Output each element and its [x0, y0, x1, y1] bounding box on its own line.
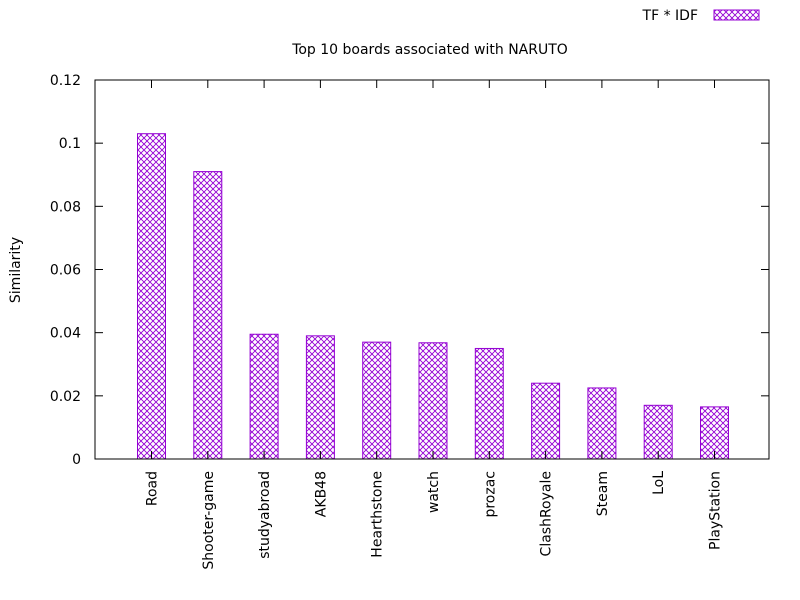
bar-hearthstone — [362, 341, 392, 460]
x-axis: Road Shooter-game studyabroad AKB48 Hearthst… — [145, 80, 724, 570]
bar-playstation — [700, 406, 729, 460]
bar-akb48 — [305, 335, 335, 460]
x-tick-label: AKB48 — [313, 471, 329, 517]
bar-prozac — [474, 347, 504, 460]
plot-frame — [94, 79, 770, 460]
y-tick-label: 0.04 — [50, 326, 81, 342]
bar-shooter-game — [193, 171, 223, 460]
bar-steam — [587, 387, 617, 460]
bar-road — [137, 133, 166, 460]
x-tick-label: watch — [426, 471, 442, 513]
bar-watch — [418, 342, 448, 460]
y-tick-label: 0.12 — [50, 73, 81, 89]
legend-swatch — [713, 9, 760, 21]
x-tick-label: Road — [145, 471, 161, 506]
y-tick-label: 0 — [72, 452, 81, 468]
x-tick-label: prozac — [482, 471, 498, 518]
x-tick-label: studyabroad — [257, 471, 273, 559]
y-tick-label: 0.1 — [59, 136, 81, 152]
y-axis-label: Similarity — [8, 237, 24, 303]
chart-title: Top 10 boards associated with NARUTO — [291, 42, 568, 58]
bar-lol — [643, 404, 673, 460]
bar-clashroyale — [531, 382, 561, 460]
bars — [137, 133, 729, 460]
x-tick-label: PlayStation — [708, 471, 724, 550]
y-axis: 0 0.02 0.04 0.06 0.08 0.1 0.12 — [50, 73, 769, 468]
legend: TF * IDF — [642, 8, 760, 24]
x-tick-label: ClashRoyale — [539, 471, 555, 556]
x-tick-label: Shooter-game — [201, 471, 217, 570]
bar-studyabroad — [249, 333, 279, 460]
legend-label: TF * IDF — [642, 8, 698, 24]
x-tick-label: Steam — [595, 471, 611, 516]
x-tick-label: Hearthstone — [370, 471, 386, 558]
y-tick-label: 0.02 — [50, 389, 81, 405]
x-tick-label: LoL — [651, 471, 667, 495]
y-tick-label: 0.08 — [50, 199, 81, 215]
y-tick-label: 0.06 — [50, 263, 81, 279]
